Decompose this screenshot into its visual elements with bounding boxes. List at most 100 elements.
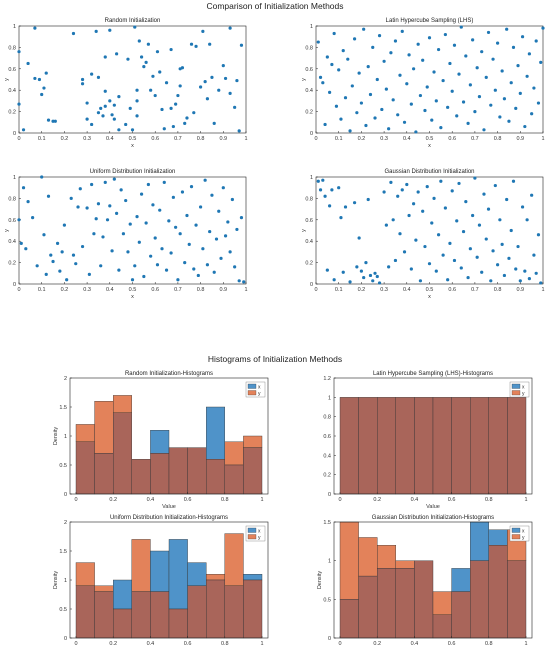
scatter-point (44, 71, 48, 75)
scatter-point (80, 244, 85, 249)
scatter-point (407, 53, 411, 57)
x-tick-label: 1 (524, 497, 527, 503)
x-tick-label: 0.4 (411, 641, 419, 647)
hist-bar-y-excess (94, 585, 114, 592)
scatter-point (17, 50, 21, 54)
scatter-point (473, 176, 477, 180)
x-tick-label: 0.9 (219, 287, 227, 293)
hist-bar-x-excess (150, 430, 170, 454)
scatter-point (180, 66, 185, 70)
scatter-point (221, 186, 225, 190)
scatter-point (357, 236, 361, 240)
scatter-point (330, 62, 334, 67)
hist-bar-overlap (112, 608, 132, 639)
hist-bar-overlap (224, 585, 244, 639)
hist-bar-overlap (432, 614, 452, 639)
y-axis-label: Density (53, 427, 59, 446)
hist-bar-y-excess (75, 424, 95, 442)
x-tick-label: 1 (260, 641, 263, 647)
scatter-point (85, 206, 89, 210)
scatter-point (337, 68, 341, 72)
scatter-point (416, 190, 420, 194)
y-tick-label: 1 (310, 175, 313, 181)
scatter-point (151, 203, 155, 207)
scatter-point (509, 81, 513, 85)
scatter-point (183, 261, 187, 265)
y-tick-label: 0.6 (305, 67, 313, 73)
scatter-point (480, 270, 484, 274)
scatter-point (164, 81, 169, 85)
scatter-point (174, 102, 178, 106)
hist-bar-overlap (205, 579, 225, 639)
scatter-point (65, 278, 69, 282)
y-tick-label: 0.6 (8, 67, 16, 73)
scatter-point (384, 223, 388, 227)
legend-swatch-y (247, 390, 257, 396)
scatter-point (230, 197, 234, 202)
scatter-point (85, 101, 89, 105)
legend-swatch-y (511, 390, 521, 396)
x-tick-label: 0.2 (373, 497, 381, 503)
scatter-point (523, 269, 527, 273)
hist-bar-x-excess (470, 521, 490, 561)
axes-frame (315, 176, 544, 285)
scatter-point (46, 118, 51, 122)
scatter-point (212, 121, 216, 125)
scatter-point (146, 42, 150, 46)
scatter-point (450, 189, 454, 193)
x-tick-label: 1 (524, 641, 527, 647)
scatter-point (144, 221, 148, 225)
scatter-point (180, 190, 185, 194)
scatter-point (19, 241, 23, 245)
scatter-point (146, 182, 150, 187)
scatter-point (398, 232, 402, 236)
scatter-point (441, 253, 445, 257)
scatter-point (31, 216, 35, 220)
hist-bar-overlap (507, 560, 527, 639)
y-tick-label: 0 (310, 282, 313, 288)
scatter-point (498, 115, 502, 119)
scatter-point (71, 31, 76, 36)
x-tick-label: 0.8 (221, 497, 229, 503)
scatter-point (205, 263, 210, 267)
y-tick-label: 0 (13, 282, 16, 288)
scatter-point (96, 202, 101, 206)
scatter-point (452, 258, 457, 263)
scatter-point (396, 194, 400, 198)
x-tick-label: 1 (541, 136, 544, 142)
plot-title: Uniform Distribution Initialization-Hist… (110, 515, 228, 521)
x-tick-label: 0.6 (448, 641, 456, 647)
scatter-point (502, 97, 507, 101)
scatter-point (364, 123, 368, 128)
y-tick-label: 2 (64, 376, 67, 382)
scatter-point (235, 227, 239, 232)
scatter-point (233, 265, 237, 269)
scatter-point (448, 241, 452, 245)
scatter-point (520, 35, 525, 39)
scatter-point (405, 182, 409, 187)
x-tick-label: 0.6 (448, 136, 456, 142)
scatter-point (94, 217, 98, 221)
scatter-point (162, 127, 166, 131)
plot-title: Latin Hypercube Sampling (LHS) (386, 18, 474, 24)
scatter-point (133, 264, 137, 268)
scatter-point (441, 78, 445, 83)
scatter-point (208, 42, 212, 46)
scatter-point (80, 82, 85, 86)
scatter-point (160, 247, 164, 251)
scatter-point (101, 114, 105, 118)
scatter-point (121, 232, 126, 236)
scatter-point (316, 40, 320, 44)
y-axis-label: y (4, 78, 10, 81)
scatter-point (412, 67, 416, 71)
hist-bar-overlap (377, 397, 397, 495)
scatter-point (196, 273, 200, 278)
x-tick-label: 0.5 (129, 136, 137, 142)
scatter-point (128, 106, 132, 110)
y-tick-label: 2 (64, 520, 67, 526)
y-tick-label: 0.2 (305, 110, 313, 116)
scatter-point (135, 214, 139, 219)
hist-bar-overlap (395, 397, 415, 495)
scatter-point (74, 262, 78, 266)
scatter-point (391, 98, 395, 102)
